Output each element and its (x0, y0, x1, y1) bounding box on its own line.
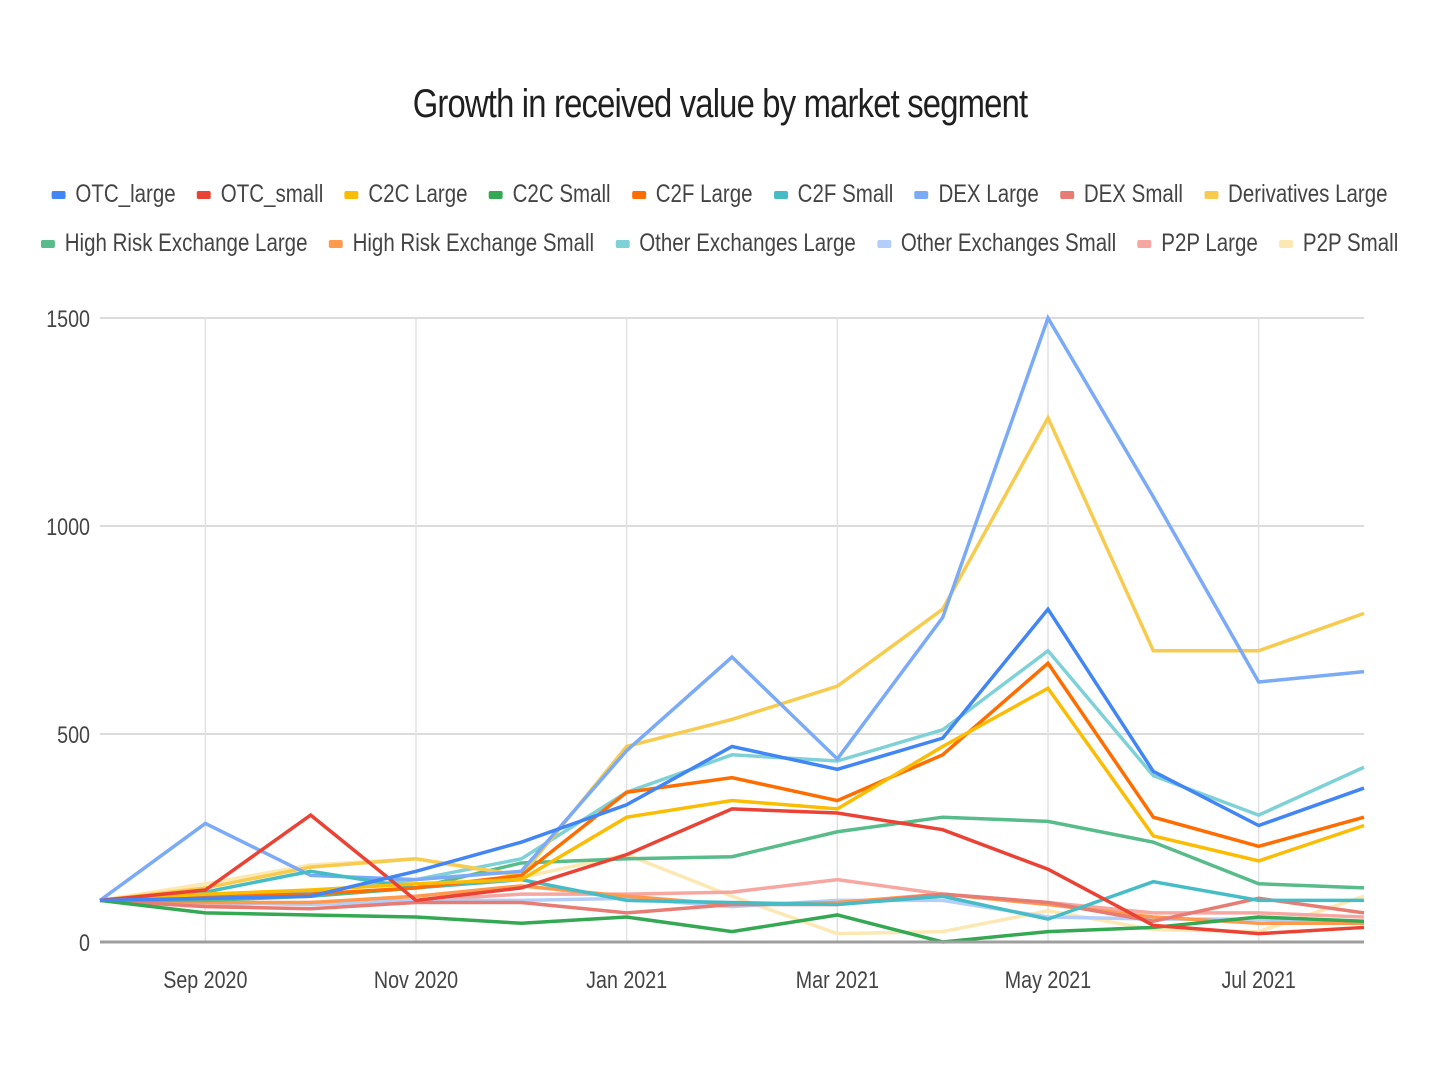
x-tick-label: Jan 2021 (586, 966, 667, 993)
legend-label: High Risk Exchange Small (352, 229, 595, 257)
series-line-other-exchanges-large[interactable] (99, 648, 1365, 903)
legend-label: P2P Small (1303, 229, 1399, 257)
legend-label: DEX Large (938, 180, 1040, 208)
legend-item-dex-small[interactable]: DEX Small (1060, 180, 1183, 209)
legend-swatch (1060, 190, 1075, 199)
legend-item-high-risk-exchange-small[interactable]: High Risk Exchange Small (329, 229, 595, 258)
series-line-otc-small[interactable] (99, 807, 1365, 936)
legend-swatch (774, 190, 789, 199)
legend-swatch (1279, 239, 1294, 248)
legend-swatch (52, 190, 66, 199)
legend-row-2: High Risk Exchange Large High Risk Exchan… (0, 229, 1440, 258)
legend-label: Other Exchanges Large (639, 229, 857, 257)
series-line-c2f-large[interactable] (99, 660, 1365, 903)
legend-label: Other Exchanges Small (901, 229, 1117, 257)
legend-item-otc-large[interactable]: OTC_large (52, 180, 176, 209)
legend-label: OTC_small (221, 180, 324, 208)
legend-item-c2c-small[interactable]: C2C Small (489, 180, 611, 209)
x-tick-label: Nov 2020 (374, 966, 458, 993)
legend-swatch (329, 239, 344, 248)
series-line-derivatives-large[interactable] (99, 413, 1365, 903)
legend-label: C2F Large (656, 180, 753, 208)
legend-item-dex-large[interactable]: DEX Large (915, 180, 1039, 209)
legend-label: OTC_large (75, 180, 177, 208)
x-tick-label: Jul 2021 (1221, 966, 1295, 993)
legend-label: P2P Large (1161, 229, 1259, 257)
legend-label: C2F Small (798, 180, 894, 208)
legend-swatch (197, 190, 212, 199)
series-line-otc-large[interactable] (99, 606, 1365, 903)
y-tick-label: 1500 (46, 305, 90, 332)
legend-item-derivatives-large[interactable]: Derivatives Large (1204, 180, 1388, 209)
series-line-other-exchanges-small[interactable] (99, 896, 1365, 926)
legend-swatch (1204, 190, 1219, 199)
series-line-c2f-small[interactable] (99, 869, 1364, 921)
legend-swatch (1137, 239, 1152, 248)
series-line-dex-large[interactable] (98, 313, 1365, 902)
legend-label: High Risk Exchange Large (65, 229, 308, 257)
legend-swatch (345, 190, 359, 199)
legend-swatch (41, 239, 56, 248)
series-line-c2c-small[interactable] (99, 898, 1365, 944)
series-line-p2p-small[interactable] (99, 852, 1365, 936)
legend-swatch (615, 239, 630, 248)
legend-label: C2C Small (513, 180, 612, 208)
legend-swatch (877, 239, 892, 248)
legend-swatch (632, 190, 647, 199)
legend-item-otc-small[interactable]: OTC_small (197, 180, 324, 209)
legend-label: C2C Large (368, 180, 468, 208)
legend-row-1: OTC_large OTC_small C2C Large C2C Small C2F … (0, 180, 1440, 209)
legend-item-other-exchanges-large[interactable]: Other Exchanges Large (615, 229, 857, 258)
legend-item-p2p-large[interactable]: P2P Large (1137, 229, 1259, 258)
y-axis-ticks: 0 500 1000 1500 (46, 305, 90, 956)
legend-label: Derivatives Large (1228, 180, 1388, 208)
legend-swatch (489, 190, 504, 199)
x-axis-ticks: Sep 2020 Nov 2020 Jan 2021 Mar 2021 May 2021… (163, 966, 1296, 993)
legend-item-c2c-large[interactable]: C2C Large (345, 180, 468, 209)
series-line-dex-small[interactable] (99, 892, 1365, 923)
series-line-c2c-large[interactable] (99, 685, 1365, 903)
y-tick-label: 500 (57, 721, 90, 748)
legend-item-other-exchanges-small[interactable]: Other Exchanges Small (877, 229, 1117, 258)
y-tick-label: 1000 (46, 513, 90, 540)
legend-item-high-risk-exchange-large[interactable]: High Risk Exchange Large (41, 229, 308, 258)
legend-item-c2f-small[interactable]: C2F Small (774, 180, 894, 209)
legend-item-c2f-large[interactable]: C2F Large (632, 180, 753, 209)
chart-title: Growth in received value by market segme… (412, 82, 1028, 126)
legend-swatch (915, 190, 930, 199)
x-tick-label: May 2021 (1005, 966, 1091, 993)
x-tick-label: Sep 2020 (163, 966, 247, 993)
y-tick-label: 0 (79, 929, 90, 956)
series-lines (98, 313, 1365, 944)
legend-label: DEX Small (1084, 180, 1184, 208)
legend-item-p2p-small[interactable]: P2P Small (1279, 229, 1399, 258)
gridlines (100, 317, 1364, 942)
x-tick-label: Mar 2021 (796, 966, 879, 993)
